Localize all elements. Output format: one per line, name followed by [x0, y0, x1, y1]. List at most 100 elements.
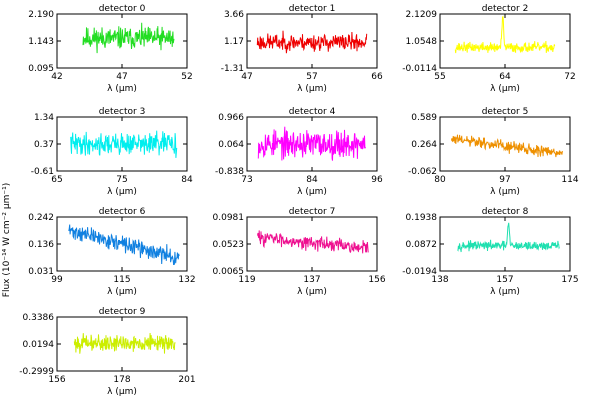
- x-tick-label: 115: [113, 275, 130, 285]
- y-tick-label: -0.61: [31, 167, 54, 177]
- panel-title: detector 2: [482, 4, 529, 14]
- x-tick-label: 156: [368, 275, 385, 285]
- x-tick-label: 201: [178, 375, 195, 385]
- x-tick-label: 97: [499, 175, 510, 185]
- x-axis-label: λ (μm): [297, 287, 327, 297]
- y-tick-label: 1.143: [28, 37, 54, 47]
- y-tick-label: 2.1209: [406, 10, 438, 20]
- series-line: [70, 130, 178, 158]
- y-tick-label: -0.062: [408, 167, 437, 177]
- y-tick-label: -0.0194: [402, 267, 437, 277]
- y-tick-label: -1.31: [221, 64, 244, 74]
- y-tick-label: 3.66: [224, 10, 244, 20]
- x-tick-label: 65: [51, 175, 62, 185]
- panel-title: detector 9: [99, 307, 146, 317]
- x-tick-label: 57: [306, 72, 317, 82]
- y-tick-label: -0.2999: [19, 367, 54, 377]
- y-tick-label: -0.838: [215, 167, 244, 177]
- y-tick-label: 0.0981: [213, 213, 245, 223]
- y-tick-label: 0.095: [28, 64, 54, 74]
- panel-title: detector 0: [99, 4, 146, 14]
- panel-3: detector 3 -0.61 0.37 1.34 65 75 84 λ (μm): [31, 107, 193, 197]
- y-tick-label: 0.136: [28, 240, 54, 250]
- y-axis-label: Flux (10⁻¹⁴ W cm⁻² μm⁻¹): [2, 183, 12, 297]
- series-line: [257, 230, 369, 254]
- x-tick-label: 84: [306, 175, 318, 185]
- x-tick-label: 64: [499, 72, 511, 82]
- x-axis-label: λ (μm): [107, 387, 137, 397]
- y-tick-label: 0.589: [411, 113, 437, 123]
- panel-8: detector 8 -0.0194 0.0872 0.1938 138 157 175 λ …: [402, 207, 578, 297]
- x-axis-label: λ (μm): [490, 187, 520, 197]
- x-tick-label: 47: [116, 72, 127, 82]
- panel-title: detector 3: [99, 107, 146, 117]
- panel-7: detector 7 0.0065 0.0523 0.0981 119 137 156 λ (…: [213, 207, 386, 297]
- x-tick-label: 157: [496, 275, 513, 285]
- x-tick-label: 114: [561, 175, 578, 185]
- plot-frame: [439, 116, 571, 172]
- y-tick-label: -0.0114: [402, 64, 437, 74]
- x-tick-label: 137: [303, 275, 320, 285]
- panel-title: detector 1: [289, 4, 336, 14]
- series-line: [451, 134, 563, 158]
- y-tick-label: 0.031: [28, 267, 54, 277]
- x-tick-label: 55: [434, 72, 445, 82]
- x-tick-label: 156: [48, 375, 65, 385]
- y-tick-label: 1.0548: [406, 37, 438, 47]
- y-tick-label: 1.17: [224, 37, 244, 47]
- x-axis-label: λ (μm): [297, 187, 327, 197]
- y-tick-label: 0.0065: [213, 267, 245, 277]
- x-tick-label: 42: [51, 72, 62, 82]
- panel-title: detector 8: [482, 207, 529, 217]
- x-tick-label: 138: [431, 275, 448, 285]
- x-tick-label: 72: [564, 72, 575, 82]
- x-tick-label: 99: [51, 275, 63, 285]
- series-line: [457, 222, 560, 253]
- y-tick-label: 0.966: [218, 113, 244, 123]
- y-tick-label: 2.190: [28, 10, 54, 20]
- panel-9: detector 9 -0.2999 0.0194 0.3386 156 178 201 λ …: [19, 307, 195, 397]
- panel-title: detector 4: [289, 107, 336, 117]
- y-tick-label: 0.37: [34, 140, 54, 150]
- y-tick-label: 0.264: [411, 140, 437, 150]
- panel-0: detector 0 0.095 1.143 2.190 42 47 52 λ (μm): [28, 4, 192, 94]
- y-tick-label: 0.3386: [23, 313, 55, 323]
- series-line: [73, 332, 176, 354]
- y-tick-label: 0.1938: [406, 213, 438, 223]
- x-axis-label: λ (μm): [107, 187, 137, 197]
- panel-title: detector 5: [482, 107, 529, 117]
- panel-2: detector 2 -0.0114 1.0548 2.1209 55 64 72 λ (μm…: [402, 4, 575, 94]
- series-line: [68, 224, 180, 266]
- panel-1: detector 1 -1.31 1.17 3.66 47 57 66 λ (μm): [221, 4, 383, 94]
- x-tick-label: 84: [181, 175, 193, 185]
- x-tick-label: 132: [178, 275, 195, 285]
- y-tick-label: 0.0872: [406, 240, 438, 250]
- series-line: [257, 126, 367, 161]
- x-tick-label: 75: [116, 175, 127, 185]
- y-tick-label: 0.0523: [213, 240, 245, 250]
- x-axis-label: λ (μm): [297, 84, 327, 94]
- x-tick-label: 52: [181, 72, 192, 82]
- y-tick-label: 1.34: [34, 113, 54, 123]
- panel-5: detector 5 -0.062 0.264 0.589 80 97 114 λ (μm): [408, 107, 579, 197]
- y-tick-label: 0.242: [28, 213, 54, 223]
- panel-title: detector 7: [289, 207, 336, 217]
- series-line: [82, 22, 175, 54]
- x-tick-label: 96: [371, 175, 383, 185]
- x-tick-label: 80: [434, 175, 446, 185]
- panel-6: detector 6 0.031 0.136 0.242 99 115 132 λ (μm): [28, 207, 195, 297]
- x-axis-label: λ (μm): [490, 84, 520, 94]
- series-line: [256, 30, 368, 54]
- x-tick-label: 175: [561, 275, 578, 285]
- y-tick-label: 0.0194: [23, 340, 55, 350]
- x-axis-label: λ (μm): [107, 84, 137, 94]
- x-tick-label: 66: [371, 72, 383, 82]
- plot-frame: [439, 13, 571, 69]
- y-tick-label: 0.064: [218, 140, 244, 150]
- x-axis-label: λ (μm): [107, 287, 137, 297]
- panel-title: detector 6: [99, 207, 146, 217]
- series-line: [454, 15, 556, 54]
- x-tick-label: 119: [238, 275, 255, 285]
- panel-4: detector 4 -0.838 0.064 0.966 73 84 96 λ (μm): [215, 107, 383, 197]
